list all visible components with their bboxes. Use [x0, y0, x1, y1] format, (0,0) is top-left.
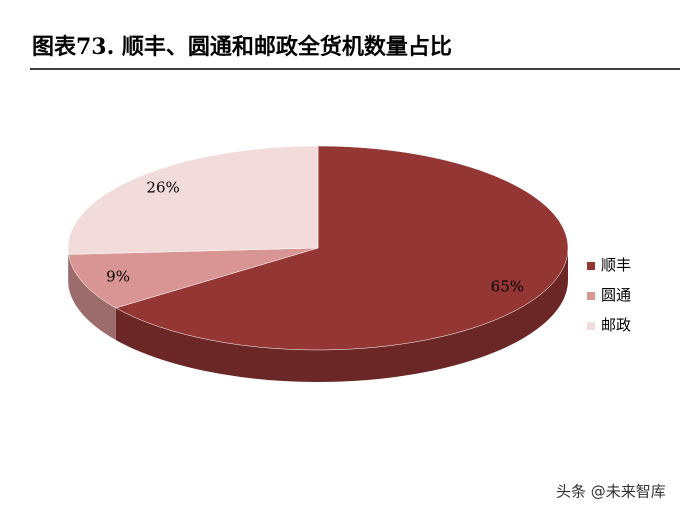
legend-swatch — [587, 262, 595, 270]
value-label: 26% — [146, 179, 179, 197]
legend-swatch — [587, 322, 595, 330]
value-label: 65% — [491, 277, 524, 295]
slice-side — [115, 248, 568, 382]
slice — [115, 145, 569, 351]
watermark: 头条 @未来智库 — [556, 483, 666, 501]
slice — [67, 145, 319, 255]
chart-title: 图表73. 顺丰、圆通和邮政全货机数量占比 — [32, 34, 452, 60]
slice-side — [68, 254, 116, 340]
legend-swatch — [587, 292, 595, 300]
value-label: 9% — [106, 267, 130, 285]
legend-label: 顺丰 — [601, 256, 631, 274]
legend-label: 圆通 — [601, 286, 631, 304]
legend-label: 邮政 — [601, 316, 631, 334]
slice — [68, 247, 319, 309]
